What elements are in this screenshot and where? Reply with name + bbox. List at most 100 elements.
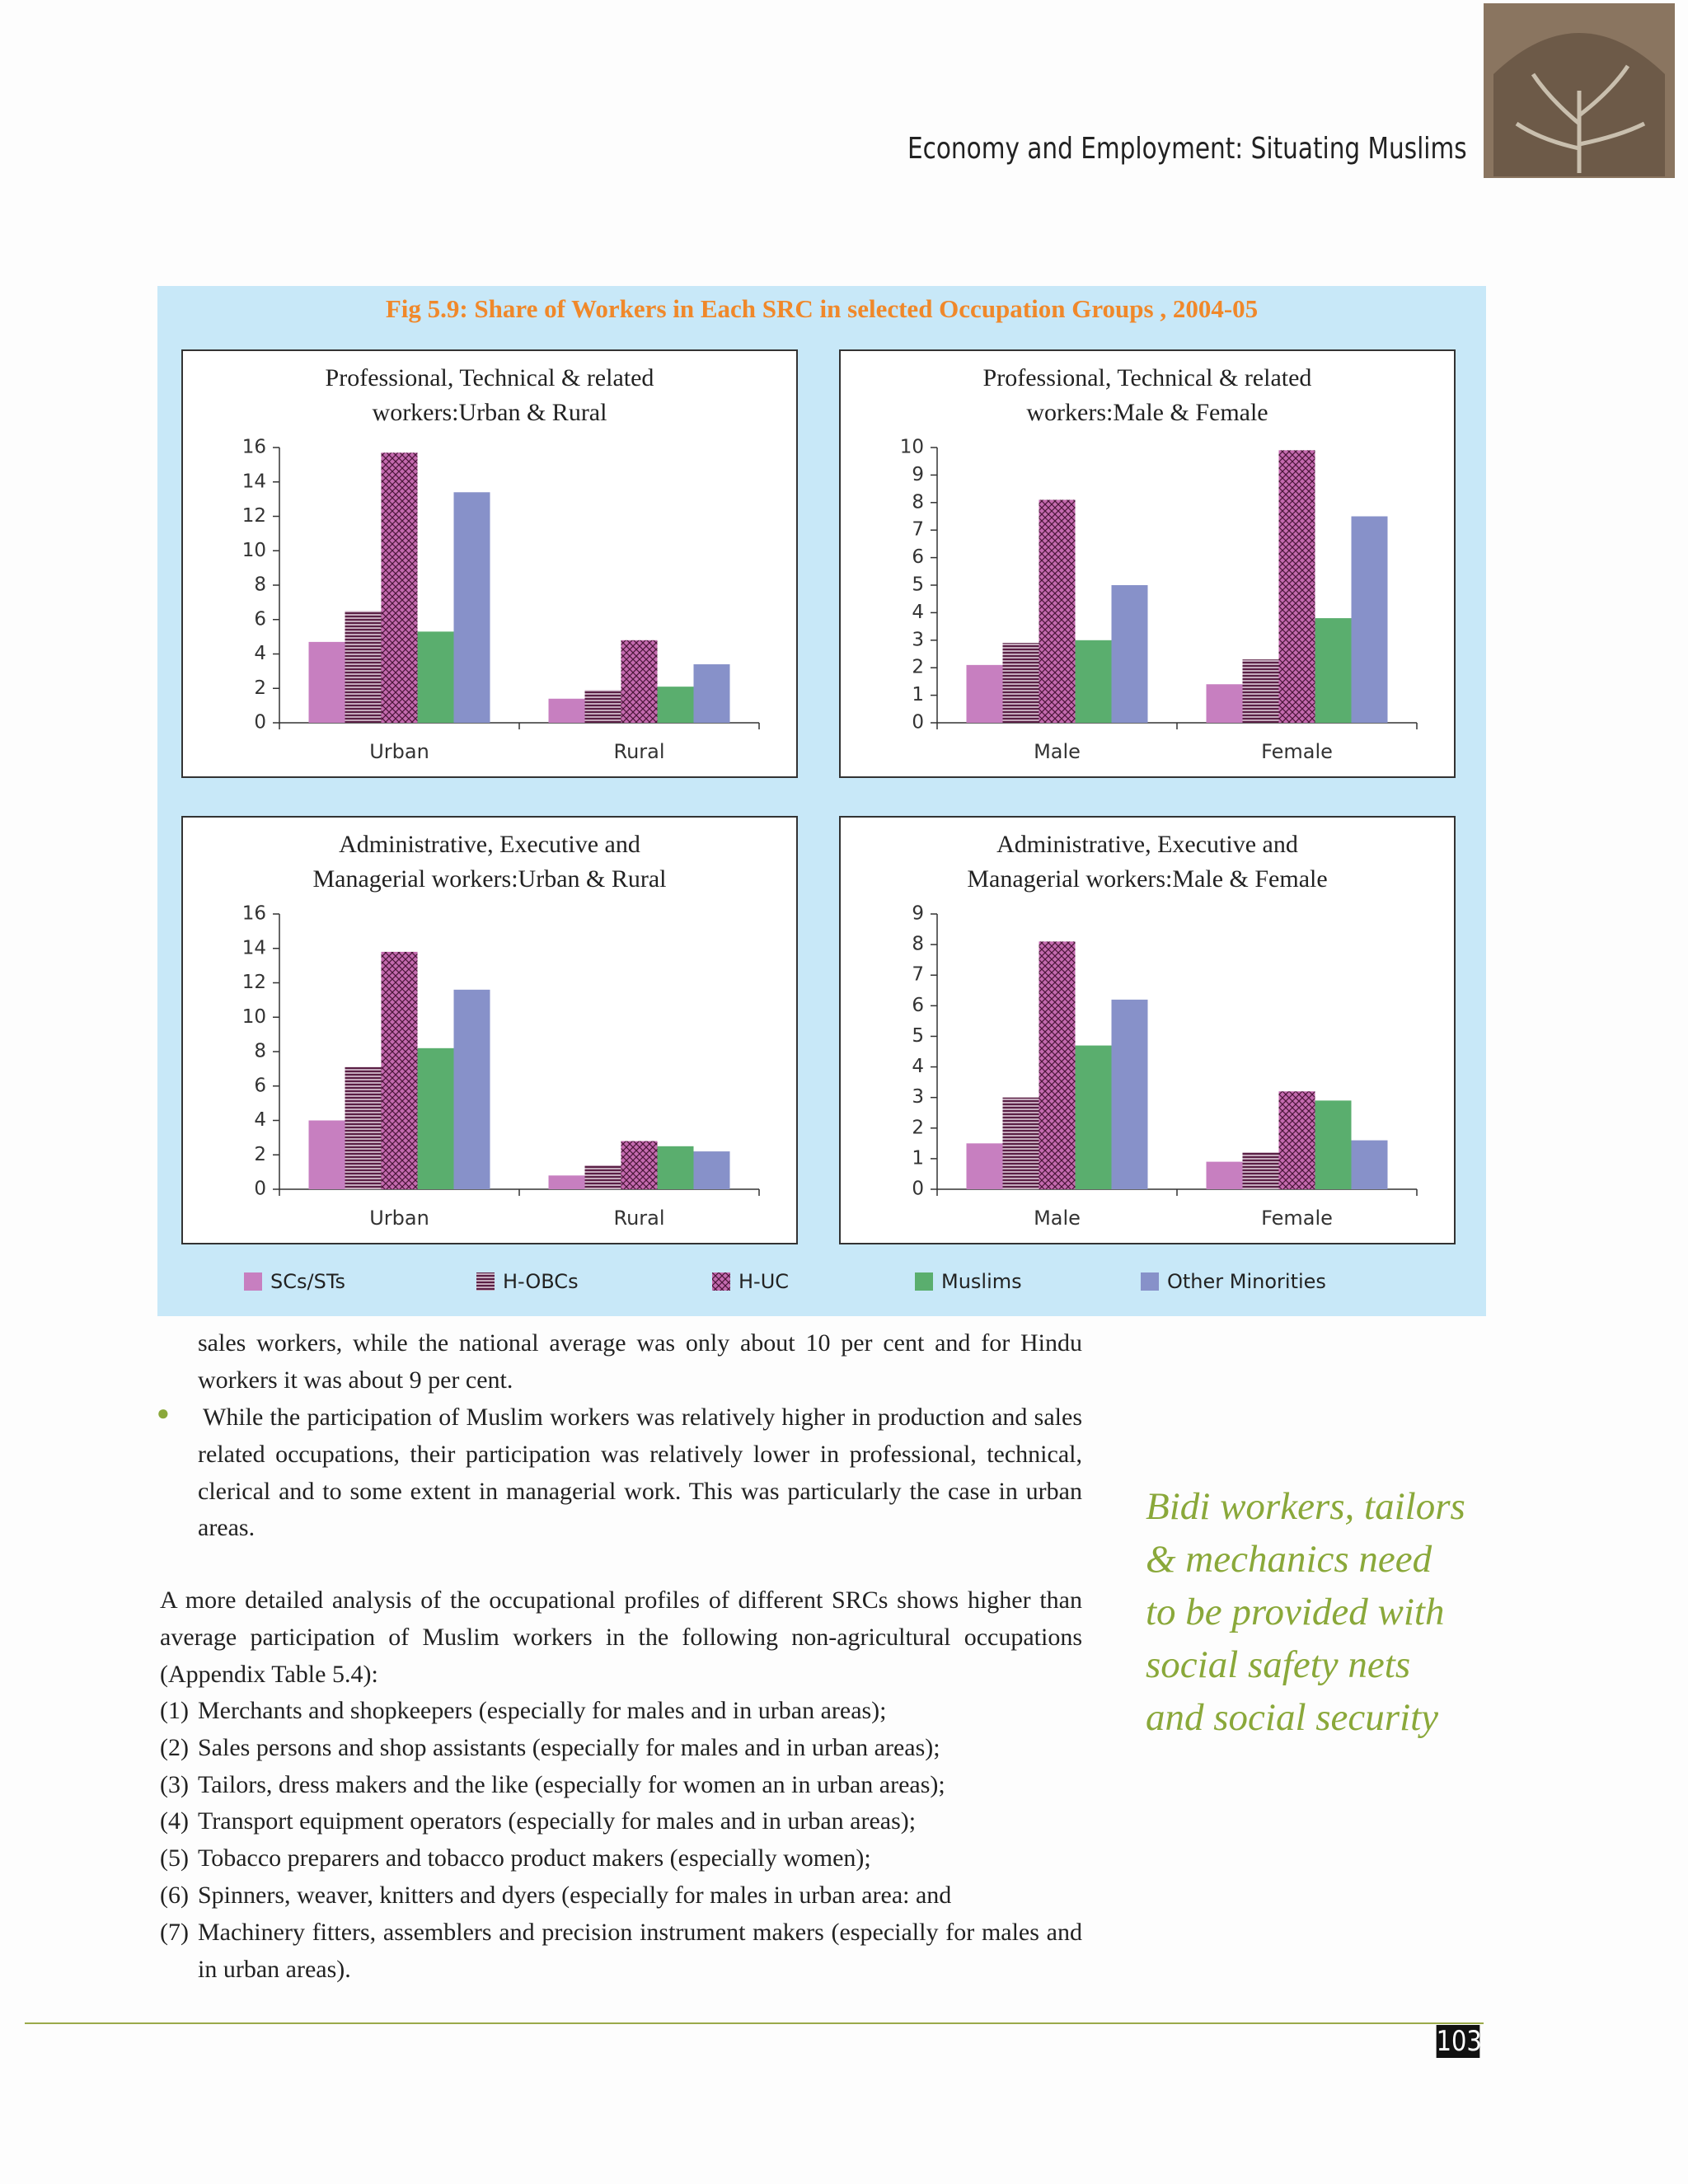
y-tick-label: 0	[912, 1179, 924, 1200]
list-number: (7)	[160, 1918, 189, 1946]
bar	[1351, 1140, 1388, 1189]
bar	[308, 641, 345, 723]
y-tick-label: 2	[912, 1117, 924, 1138]
y-tick-label: 6	[254, 608, 266, 630]
x-tick-label: Female	[1261, 740, 1333, 763]
bar	[548, 698, 585, 723]
list-number: (5)	[160, 1844, 189, 1872]
y-tick-label: 8	[254, 574, 266, 596]
y-tick-label: 14	[242, 937, 266, 958]
y-tick-label: 8	[254, 1041, 266, 1062]
bar	[1075, 640, 1112, 723]
sidebar-line: & mechanics need	[1146, 1538, 1432, 1581]
y-tick-label: 8	[912, 491, 924, 513]
bar	[1111, 999, 1148, 1189]
list-text: Merchants and shopkeepers (especially fo…	[198, 1697, 887, 1724]
chart-title: workers:Male & Female	[1026, 399, 1268, 426]
bar	[1039, 499, 1076, 723]
bar	[693, 664, 730, 723]
y-tick-label: 14	[242, 471, 266, 492]
list-text: Spinners, weaver, knitters and dyers (es…	[198, 1881, 952, 1909]
y-tick-label: 0	[254, 712, 266, 733]
bar	[1002, 643, 1039, 723]
x-tick-label: Male	[1034, 1207, 1081, 1230]
list-item: (3) Tailors, dress makers and the like (e…	[160, 1767, 1082, 1804]
bullet-dot: ●	[157, 1401, 170, 1425]
list-number: (2)	[160, 1733, 189, 1761]
bar	[966, 664, 1003, 723]
bar	[966, 1143, 1003, 1189]
legend-label: H-OBCs	[503, 1270, 579, 1293]
bar	[417, 1047, 454, 1189]
bar	[584, 690, 621, 723]
bar	[1278, 1091, 1315, 1189]
bar	[657, 687, 694, 723]
bar	[1278, 450, 1315, 723]
list-item: (1) Merchants and shopkeepers (especially…	[160, 1693, 1082, 1730]
y-tick-label: 2	[254, 1144, 266, 1165]
bar	[1351, 516, 1388, 723]
bar	[345, 1066, 382, 1189]
y-tick-label: 4	[912, 1056, 924, 1077]
sidebar-line: Bidi workers, tailors	[1146, 1485, 1465, 1528]
bar	[417, 631, 454, 723]
bar	[1242, 1152, 1279, 1189]
sidebar-line: social safety nets	[1146, 1643, 1411, 1686]
figure-title: Fig 5.9: Share of Workers in Each SRC in…	[386, 294, 1258, 323]
y-tick-label: 4	[254, 1109, 266, 1131]
bar	[453, 492, 490, 723]
y-tick-label: 16	[242, 437, 266, 458]
chart-title: Managerial workers:Urban & Rural	[312, 865, 666, 893]
legend-swatch	[915, 1272, 933, 1291]
y-tick-label: 10	[242, 540, 266, 561]
y-tick-label: 16	[242, 903, 266, 925]
list-number: (6)	[160, 1881, 189, 1909]
bar	[381, 452, 418, 723]
y-tick-label: 6	[912, 995, 924, 1016]
y-tick-label: 7	[912, 519, 924, 541]
bar	[345, 611, 382, 723]
bar	[693, 1151, 730, 1189]
y-tick-label: 1	[912, 1147, 924, 1169]
list-number: (4)	[160, 1807, 189, 1835]
bar	[1206, 1161, 1243, 1189]
legend-label: SCs/STs	[270, 1270, 345, 1293]
x-tick-label: Urban	[369, 1207, 429, 1230]
charts: Professional, Technical & related workers…	[181, 349, 1456, 1293]
list-text: Machinery fitters, assemblers and precis…	[198, 1918, 1082, 1983]
bar	[1206, 684, 1243, 723]
bar	[548, 1175, 585, 1189]
legend-swatch	[244, 1272, 262, 1291]
x-tick-label: Male	[1034, 740, 1081, 763]
y-tick-label: 10	[242, 1006, 266, 1028]
y-tick-label: 0	[254, 1179, 266, 1200]
legend-swatch	[712, 1272, 730, 1291]
bar	[381, 951, 418, 1189]
bar	[1002, 1097, 1039, 1189]
header-image	[1484, 3, 1675, 178]
bar	[1315, 1100, 1352, 1189]
legend-swatch	[1141, 1272, 1159, 1291]
y-tick-label: 3	[912, 1086, 924, 1108]
x-tick-label: Rural	[613, 740, 664, 763]
bar	[621, 1141, 658, 1189]
y-tick-label: 12	[242, 505, 266, 527]
y-tick-label: 2	[254, 677, 266, 699]
list-text: Sales persons and shop assistants (espec…	[198, 1733, 940, 1761]
y-tick-label: 12	[242, 972, 266, 993]
paragraph: A more detailed analysis of the occupati…	[160, 1586, 1082, 1688]
list-item: (4) Transport equipment operators (especi…	[160, 1803, 1082, 1840]
chart-title: Professional, Technical & related	[983, 364, 1312, 391]
y-tick-label: 10	[900, 437, 924, 458]
list-item: (6) Spinners, weaver, knitters and dyers …	[160, 1877, 1082, 1915]
bar	[1039, 941, 1076, 1189]
y-tick-label: 1	[912, 684, 924, 705]
bar	[308, 1120, 345, 1189]
chart-title: Administrative, Executive and	[339, 831, 640, 858]
y-tick-label: 9	[912, 464, 924, 485]
x-tick-label: Urban	[369, 740, 429, 763]
y-tick-label: 5	[912, 1025, 924, 1047]
chart-title: Professional, Technical & related	[326, 364, 654, 391]
occupation-list: (1) Merchants and shopkeepers (especially…	[160, 1693, 1082, 1988]
image-tree	[1515, 64, 1646, 173]
